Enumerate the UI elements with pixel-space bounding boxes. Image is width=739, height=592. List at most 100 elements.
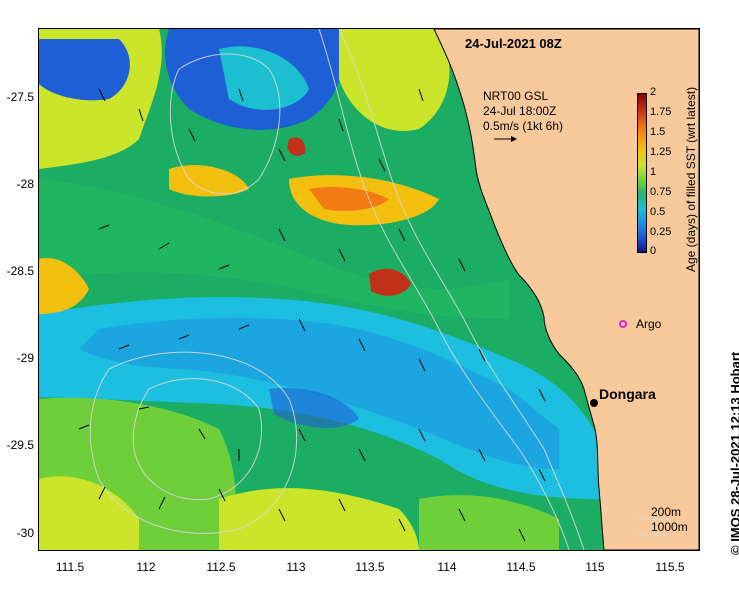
map-shape [458, 258, 466, 272]
y-tick: -29 [16, 351, 34, 365]
place-label-dongara: Dongara [599, 386, 656, 402]
map-shape [98, 224, 110, 230]
map-shape [418, 88, 424, 102]
map-shape [98, 486, 106, 500]
colorbar-tick: 1.75 [650, 106, 672, 118]
x-tick: 115.5 [655, 560, 685, 574]
map-shape [178, 334, 190, 340]
x-tick: 113 [286, 560, 306, 574]
sst-orange-n-2 [309, 187, 389, 211]
map-shape [338, 498, 346, 512]
y-tick: -30 [16, 526, 34, 540]
place-label-argo: Argo [636, 317, 662, 331]
map-shape [338, 29, 585, 550]
sst-orange-w [39, 258, 89, 314]
map-shape [238, 324, 250, 330]
sst-cyan-nw [219, 46, 309, 110]
map-shape [398, 228, 406, 242]
map-shape [378, 158, 386, 172]
map-shape [238, 88, 244, 102]
map-shape [198, 428, 206, 440]
map-shape [538, 388, 546, 402]
colorbar-tick: 1.5 [650, 126, 666, 138]
y-tick: -29.5 [6, 438, 34, 452]
current-vectors [78, 88, 546, 542]
vector-scale-label: 0.5m/s (1kt 6h) [483, 119, 564, 133]
colorbar-tick: 0.75 [650, 186, 672, 198]
credit-text: © IMOS 28-Jul-2021 12:13 Hobart [728, 351, 739, 555]
sst-blue-s [269, 388, 359, 429]
colorbar-tick: 2 [650, 86, 657, 98]
map-shape [358, 338, 366, 352]
map-shape [458, 508, 466, 522]
y-tick: -28 [16, 177, 34, 191]
scale-arrow-head [511, 136, 517, 142]
colorbar-tick: 1 [650, 166, 657, 178]
map-shape [518, 528, 526, 542]
argo-marker [619, 320, 627, 328]
map-shape [218, 264, 230, 270]
sst-brown-hotspot [369, 268, 411, 296]
colorbar-tick: 0.5 [650, 206, 666, 218]
colorbar-title: Age (days) of filled SST (wrt latest) [684, 86, 698, 272]
colorbar [637, 93, 647, 253]
map-shape [158, 496, 166, 510]
y-tick: -27.5 [6, 90, 34, 104]
map-frame [38, 28, 700, 551]
land-area [433, 29, 699, 550]
sst-yellow-sw [39, 476, 139, 550]
map-shape [478, 448, 486, 462]
map-shape [118, 344, 130, 350]
x-tick: 115 [585, 560, 605, 574]
sst-band-green [39, 179, 509, 319]
map-shape [132, 378, 263, 501]
map-shape [338, 118, 344, 132]
colorbar-tick: 0 [650, 245, 657, 257]
sst-brown-hotspot-2 [287, 137, 306, 156]
colorbar-tick: 1.25 [650, 146, 672, 158]
map-shape [98, 88, 106, 102]
map-shape [418, 428, 426, 442]
map-shape [278, 148, 286, 162]
sst-yellow-s [219, 488, 419, 550]
sst-age-map[interactable] [39, 29, 699, 550]
sst-orange-w-2 [169, 165, 249, 197]
map-shape [158, 242, 170, 250]
y-tick: -28.5 [6, 264, 34, 278]
map-shape [318, 29, 570, 550]
map-shape [478, 348, 486, 362]
sst-yellow-n [339, 29, 450, 131]
colorbar-tick: 0.25 [650, 226, 672, 238]
map-shape [418, 358, 426, 372]
sst-green-s [419, 495, 559, 550]
map-shape [169, 53, 281, 195]
x-tick: 114 [437, 560, 457, 574]
map-shape [398, 518, 406, 532]
dongara-marker [590, 399, 598, 407]
map-shape [138, 406, 150, 410]
x-tick: 113.5 [355, 560, 385, 574]
product-name: NRT00 GSL [483, 89, 549, 103]
x-tick: 114.5 [506, 560, 536, 574]
map-shape [188, 128, 196, 142]
contour-label-1000m: 1000m [651, 520, 688, 534]
bathymetry-contours [89, 29, 585, 550]
map-shape [538, 468, 546, 482]
map-shape [298, 428, 306, 442]
map-shape [218, 488, 226, 502]
x-tick: 112.5 [206, 560, 236, 574]
map-shape [358, 448, 366, 462]
map-shape [89, 351, 298, 534]
x-tick: 112 [136, 560, 156, 574]
map-title: 24-Jul-2021 08Z [465, 36, 562, 51]
contour-label-200m: 200m [651, 505, 682, 519]
map-shape [138, 108, 144, 122]
product-time: 24-Jul 18:00Z [483, 104, 557, 118]
sst-blue-nw-2 [39, 39, 130, 101]
map-shape [278, 508, 286, 522]
map-shape [338, 248, 346, 262]
x-tick: 111.5 [55, 560, 85, 574]
map-shape [78, 424, 90, 430]
map-shape [298, 318, 306, 332]
map-shape [278, 228, 286, 242]
